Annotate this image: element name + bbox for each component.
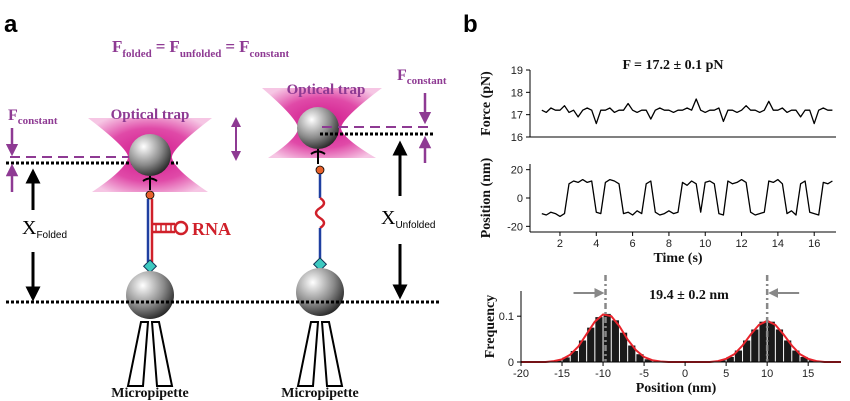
bead (129, 134, 171, 176)
bar (595, 317, 603, 362)
bar (562, 357, 570, 362)
extension-label: XFolded (22, 217, 67, 241)
pipette-label: Micropipette (281, 386, 359, 401)
y-axis-label: Position (nm) (479, 157, 494, 238)
chart-title: F = 17.2 ± 0.1 pN (622, 58, 723, 73)
attachment (142, 259, 158, 274)
panel-label: b (463, 11, 478, 38)
x-tick-label: 6 (630, 238, 636, 250)
bar (759, 321, 767, 362)
bar (775, 329, 784, 362)
hairpin (155, 224, 172, 232)
bead (296, 268, 344, 316)
attachment (312, 257, 328, 272)
x-tick-label: 16 (808, 238, 820, 250)
y-tick-label: 0 (517, 193, 523, 205)
hairpin-loop (173, 220, 189, 236)
equation: Ffolded = Funfolded = Fconstant (112, 37, 290, 60)
trace (541, 178, 833, 218)
x-tick-label: 5 (723, 368, 729, 380)
y-axis-label: Force (pN) (479, 71, 494, 136)
panel-label: a (4, 11, 18, 38)
bar (743, 340, 751, 362)
tether (310, 149, 326, 164)
bar (800, 356, 808, 362)
bar (784, 340, 792, 362)
force-label: Fconstant (8, 107, 58, 127)
bar (751, 329, 759, 362)
extension-label: XUnfolded (381, 207, 435, 231)
x-tick-label: 2 (557, 238, 563, 250)
x-tick-label: 10 (699, 238, 711, 250)
trap-label: Optical trap (111, 107, 190, 123)
trace (541, 98, 833, 125)
x-tick-label: -20 (513, 368, 529, 380)
x-axis-label: Time (s) (653, 251, 702, 266)
bar (644, 359, 652, 362)
x-tick-label: 8 (666, 238, 672, 250)
bar (792, 350, 800, 362)
attachment (315, 165, 325, 175)
bar (767, 321, 775, 362)
x-tick-label: 12 (735, 238, 747, 250)
pipette-label: Micropipette (111, 386, 189, 401)
bead (126, 271, 174, 319)
y-tick-label: 0.1 (499, 311, 514, 323)
attachment (145, 190, 155, 200)
y-axis-label: Frequency (483, 295, 498, 359)
x-tick-label: -15 (554, 368, 570, 380)
bead (297, 107, 339, 149)
bar (734, 350, 743, 362)
bar (619, 332, 628, 362)
bar (808, 360, 816, 362)
y-tick-label: 16 (511, 132, 523, 144)
y-tick-label: 20 (511, 165, 523, 177)
x-tick-label: 15 (802, 368, 814, 380)
x-tick-label: -5 (639, 368, 649, 380)
bar (587, 327, 595, 362)
unfolded-rna (314, 196, 326, 230)
bar (578, 340, 587, 362)
bar (554, 360, 562, 362)
x-tick-label: 0 (682, 368, 688, 380)
y-tick-label: 18 (511, 87, 523, 99)
bar (628, 345, 636, 362)
trap-label: Optical trap (287, 82, 366, 98)
x-tick-label: 10 (761, 368, 773, 380)
bar (603, 313, 611, 362)
y-tick-label: 0 (508, 357, 514, 369)
y-tick-label: 19 (511, 65, 523, 77)
bar (636, 354, 644, 362)
bar (611, 320, 619, 362)
force-label: Fconstant (397, 67, 447, 87)
y-tick-label: 17 (511, 110, 523, 122)
rna-label: RNA (192, 219, 231, 239)
x-tick-label: -10 (595, 368, 611, 380)
x-axis-label: Position (nm) (636, 381, 717, 396)
micropipette (126, 321, 174, 387)
x-tick-label: 4 (593, 238, 599, 250)
bar (726, 356, 734, 362)
micropipette (296, 321, 344, 387)
y-tick-label: -20 (507, 221, 523, 233)
x-tick-label: 14 (772, 238, 784, 250)
bar (570, 351, 578, 362)
bar (718, 360, 726, 362)
tether (142, 176, 158, 190)
annotation: 19.4 ± 0.2 nm (649, 288, 729, 303)
